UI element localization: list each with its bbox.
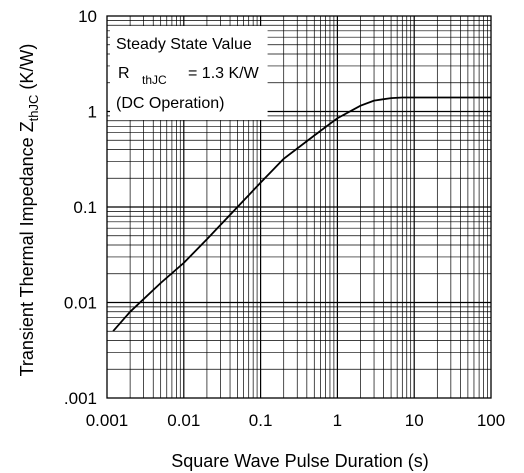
annotation-line-2-subscript: thJC — [142, 73, 167, 87]
y-tick-label: 1 — [88, 103, 97, 122]
x-axis-title: Square Wave Pulse Duration (s) — [171, 451, 428, 471]
annotation-line-1: Steady State Value — [116, 36, 252, 53]
y-axis-title-subscript: thJC — [26, 95, 41, 122]
y-tick-label: .001 — [64, 389, 97, 408]
y-axis-title-main: Transient Thermal Impedance Z — [17, 121, 37, 376]
y-tick-label: 10 — [78, 7, 97, 26]
x-tick-label: 0.1 — [249, 411, 273, 430]
y-axis-title-unit: (K/W) — [17, 44, 37, 95]
x-tick-labels: 0.001 0.01 0.1 1 10 100 — [86, 411, 505, 430]
y-axis-title: Transient Thermal Impedance ZthJC (K/W) — [17, 44, 41, 377]
y-tick-label: 0.01 — [64, 294, 97, 313]
y-tick-label: 0.1 — [73, 198, 97, 217]
steady-state-annotation: Steady State Value R thJC = 1.3 K/W (DC … — [110, 26, 268, 120]
x-tick-label: 0.01 — [167, 411, 200, 430]
x-tick-label: 10 — [405, 411, 424, 430]
annotation-line-2-value: = 1.3 K/W — [188, 65, 260, 82]
plot-area-frame — [106, 15, 492, 399]
annotation-background — [110, 26, 268, 120]
annotation-line-2-prefix: R — [118, 65, 130, 82]
x-tick-label: 100 — [477, 411, 505, 430]
x-tick-label: 1 — [333, 411, 342, 430]
x-tick-label: 0.001 — [86, 411, 129, 430]
annotation-line-3: (DC Operation) — [116, 95, 224, 112]
series-line — [112, 96, 491, 332]
y-tick-labels: .001 0.01 0.1 1 10 — [64, 7, 97, 408]
